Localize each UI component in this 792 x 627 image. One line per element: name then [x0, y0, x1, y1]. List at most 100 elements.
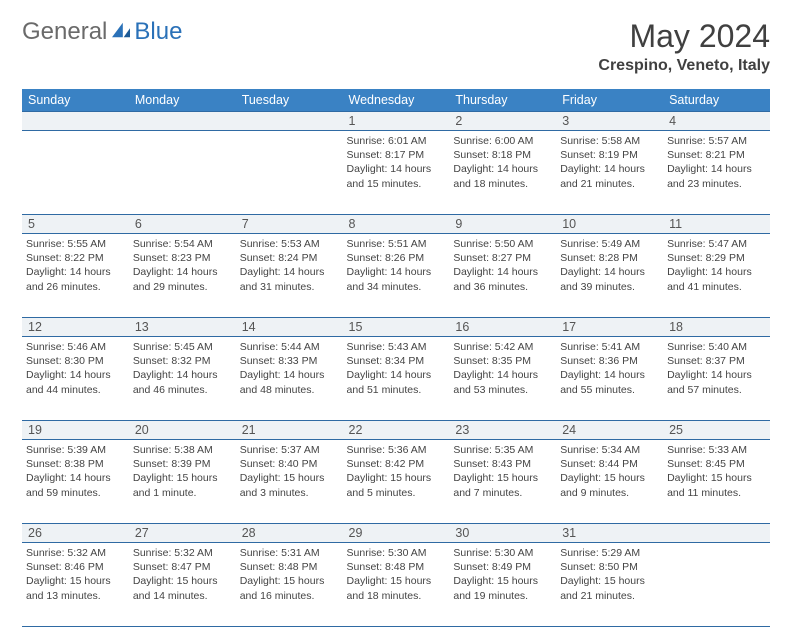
day-details: Sunrise: 5:39 AMSunset: 8:38 PMDaylight:… — [26, 443, 125, 500]
day-number: 16 — [449, 318, 556, 337]
day-cell: Sunrise: 5:30 AMSunset: 8:49 PMDaylight:… — [449, 543, 556, 627]
day-details: Sunrise: 5:37 AMSunset: 8:40 PMDaylight:… — [240, 443, 339, 500]
daynum-row: 19202122232425 — [22, 421, 770, 440]
day-details: Sunrise: 5:47 AMSunset: 8:29 PMDaylight:… — [667, 237, 766, 294]
day-cell: Sunrise: 5:53 AMSunset: 8:24 PMDaylight:… — [236, 234, 343, 318]
day-cell: Sunrise: 5:32 AMSunset: 8:47 PMDaylight:… — [129, 543, 236, 627]
day-cell: Sunrise: 5:42 AMSunset: 8:35 PMDaylight:… — [449, 337, 556, 421]
day-number — [129, 112, 236, 131]
day-details: Sunrise: 5:31 AMSunset: 8:48 PMDaylight:… — [240, 546, 339, 603]
day-cell — [129, 131, 236, 215]
day-number: 19 — [22, 421, 129, 440]
day-number: 3 — [556, 112, 663, 131]
day-cell: Sunrise: 5:44 AMSunset: 8:33 PMDaylight:… — [236, 337, 343, 421]
location-label: Crespino, Veneto, Italy — [598, 57, 770, 75]
day-cell: Sunrise: 5:58 AMSunset: 8:19 PMDaylight:… — [556, 131, 663, 215]
day-number: 11 — [663, 215, 770, 234]
daynum-row: 567891011 — [22, 215, 770, 234]
day-details: Sunrise: 5:50 AMSunset: 8:27 PMDaylight:… — [453, 237, 552, 294]
day-cell: Sunrise: 5:46 AMSunset: 8:30 PMDaylight:… — [22, 337, 129, 421]
day-cell: Sunrise: 5:51 AMSunset: 8:26 PMDaylight:… — [343, 234, 450, 318]
logo-sail-icon — [110, 21, 132, 39]
dow-cell: Saturday — [663, 89, 770, 112]
day-details: Sunrise: 5:40 AMSunset: 8:37 PMDaylight:… — [667, 340, 766, 397]
dow-cell: Monday — [129, 89, 236, 112]
day-details: Sunrise: 6:00 AMSunset: 8:18 PMDaylight:… — [453, 134, 552, 191]
day-number — [236, 112, 343, 131]
day-cell: Sunrise: 5:49 AMSunset: 8:28 PMDaylight:… — [556, 234, 663, 318]
day-cell: Sunrise: 6:00 AMSunset: 8:18 PMDaylight:… — [449, 131, 556, 215]
day-number: 8 — [343, 215, 450, 234]
day-number: 27 — [129, 524, 236, 543]
day-number: 30 — [449, 524, 556, 543]
day-cell: Sunrise: 5:47 AMSunset: 8:29 PMDaylight:… — [663, 234, 770, 318]
day-number: 10 — [556, 215, 663, 234]
day-details: Sunrise: 6:01 AMSunset: 8:17 PMDaylight:… — [347, 134, 446, 191]
day-cell: Sunrise: 5:37 AMSunset: 8:40 PMDaylight:… — [236, 440, 343, 524]
day-details: Sunrise: 5:41 AMSunset: 8:36 PMDaylight:… — [560, 340, 659, 397]
day-details: Sunrise: 5:30 AMSunset: 8:49 PMDaylight:… — [453, 546, 552, 603]
day-details: Sunrise: 5:49 AMSunset: 8:28 PMDaylight:… — [560, 237, 659, 294]
dow-cell: Thursday — [449, 89, 556, 112]
day-cell: Sunrise: 5:30 AMSunset: 8:48 PMDaylight:… — [343, 543, 450, 627]
day-number: 6 — [129, 215, 236, 234]
day-number: 28 — [236, 524, 343, 543]
day-details: Sunrise: 5:54 AMSunset: 8:23 PMDaylight:… — [133, 237, 232, 294]
day-cell: Sunrise: 5:55 AMSunset: 8:22 PMDaylight:… — [22, 234, 129, 318]
daynum-row: 12131415161718 — [22, 318, 770, 337]
day-details: Sunrise: 5:45 AMSunset: 8:32 PMDaylight:… — [133, 340, 232, 397]
day-cell — [22, 131, 129, 215]
day-number: 17 — [556, 318, 663, 337]
day-number: 20 — [129, 421, 236, 440]
day-details: Sunrise: 5:42 AMSunset: 8:35 PMDaylight:… — [453, 340, 552, 397]
day-number: 4 — [663, 112, 770, 131]
dow-cell: Tuesday — [236, 89, 343, 112]
day-cell: Sunrise: 5:29 AMSunset: 8:50 PMDaylight:… — [556, 543, 663, 627]
dow-cell: Wednesday — [343, 89, 450, 112]
day-number: 9 — [449, 215, 556, 234]
week-row: Sunrise: 5:55 AMSunset: 8:22 PMDaylight:… — [22, 234, 770, 318]
day-details: Sunrise: 5:34 AMSunset: 8:44 PMDaylight:… — [560, 443, 659, 500]
day-of-week-row: SundayMondayTuesdayWednesdayThursdayFrid… — [22, 89, 770, 112]
day-number: 26 — [22, 524, 129, 543]
day-number: 23 — [449, 421, 556, 440]
day-cell: Sunrise: 5:39 AMSunset: 8:38 PMDaylight:… — [22, 440, 129, 524]
day-details: Sunrise: 5:55 AMSunset: 8:22 PMDaylight:… — [26, 237, 125, 294]
day-details: Sunrise: 5:35 AMSunset: 8:43 PMDaylight:… — [453, 443, 552, 500]
day-cell: Sunrise: 5:45 AMSunset: 8:32 PMDaylight:… — [129, 337, 236, 421]
day-number: 14 — [236, 318, 343, 337]
brand-part2: Blue — [134, 18, 182, 46]
day-cell: Sunrise: 5:36 AMSunset: 8:42 PMDaylight:… — [343, 440, 450, 524]
day-details: Sunrise: 5:57 AMSunset: 8:21 PMDaylight:… — [667, 134, 766, 191]
day-cell: Sunrise: 5:40 AMSunset: 8:37 PMDaylight:… — [663, 337, 770, 421]
day-number: 21 — [236, 421, 343, 440]
day-cell: Sunrise: 5:35 AMSunset: 8:43 PMDaylight:… — [449, 440, 556, 524]
day-number: 24 — [556, 421, 663, 440]
day-number: 13 — [129, 318, 236, 337]
day-details: Sunrise: 5:32 AMSunset: 8:47 PMDaylight:… — [133, 546, 232, 603]
day-cell: Sunrise: 5:34 AMSunset: 8:44 PMDaylight:… — [556, 440, 663, 524]
day-details: Sunrise: 5:44 AMSunset: 8:33 PMDaylight:… — [240, 340, 339, 397]
daynum-row: 1234 — [22, 112, 770, 131]
day-cell: Sunrise: 5:43 AMSunset: 8:34 PMDaylight:… — [343, 337, 450, 421]
day-cell: Sunrise: 5:41 AMSunset: 8:36 PMDaylight:… — [556, 337, 663, 421]
day-details: Sunrise: 5:46 AMSunset: 8:30 PMDaylight:… — [26, 340, 125, 397]
calendar-table: SundayMondayTuesdayWednesdayThursdayFrid… — [22, 89, 770, 627]
day-cell: Sunrise: 6:01 AMSunset: 8:17 PMDaylight:… — [343, 131, 450, 215]
week-row: Sunrise: 6:01 AMSunset: 8:17 PMDaylight:… — [22, 131, 770, 215]
day-cell: Sunrise: 5:50 AMSunset: 8:27 PMDaylight:… — [449, 234, 556, 318]
day-cell: Sunrise: 5:33 AMSunset: 8:45 PMDaylight:… — [663, 440, 770, 524]
day-details: Sunrise: 5:43 AMSunset: 8:34 PMDaylight:… — [347, 340, 446, 397]
dow-cell: Friday — [556, 89, 663, 112]
day-details: Sunrise: 5:51 AMSunset: 8:26 PMDaylight:… — [347, 237, 446, 294]
day-details: Sunrise: 5:33 AMSunset: 8:45 PMDaylight:… — [667, 443, 766, 500]
day-number: 7 — [236, 215, 343, 234]
day-cell — [236, 131, 343, 215]
day-cell: Sunrise: 5:31 AMSunset: 8:48 PMDaylight:… — [236, 543, 343, 627]
brand-logo: General Blue — [22, 18, 182, 46]
day-details: Sunrise: 5:53 AMSunset: 8:24 PMDaylight:… — [240, 237, 339, 294]
day-number: 22 — [343, 421, 450, 440]
day-details: Sunrise: 5:29 AMSunset: 8:50 PMDaylight:… — [560, 546, 659, 603]
day-details: Sunrise: 5:36 AMSunset: 8:42 PMDaylight:… — [347, 443, 446, 500]
day-number — [663, 524, 770, 543]
